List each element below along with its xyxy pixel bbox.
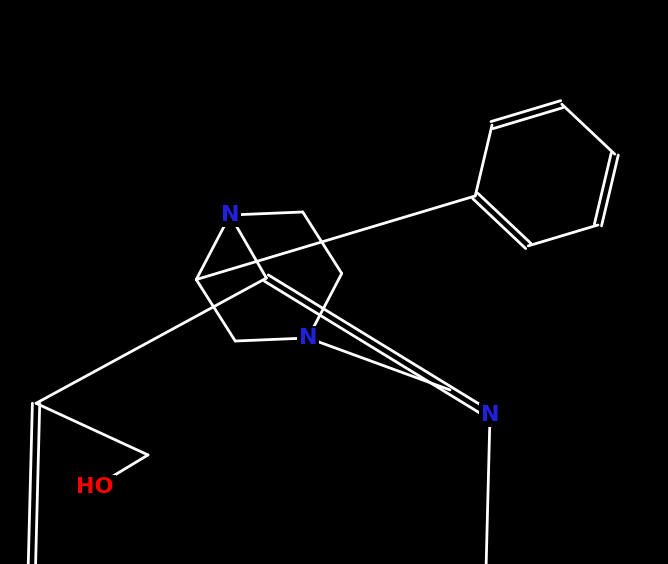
Text: N: N	[220, 205, 239, 225]
Text: HO: HO	[76, 477, 114, 497]
Text: N: N	[481, 405, 499, 425]
Text: N: N	[299, 328, 317, 348]
